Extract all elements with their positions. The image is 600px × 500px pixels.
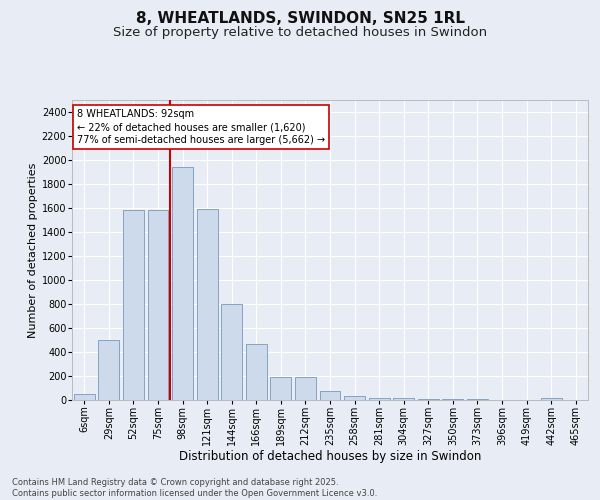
Bar <box>221 304 242 400</box>
Bar <box>98 340 119 400</box>
Bar <box>320 391 340 400</box>
Text: 8, WHEATLANDS, SWINDON, SN25 1RL: 8, WHEATLANDS, SWINDON, SN25 1RL <box>136 11 464 26</box>
Bar <box>74 394 95 400</box>
Bar <box>442 399 463 400</box>
Text: Size of property relative to detached houses in Swindon: Size of property relative to detached ho… <box>113 26 487 39</box>
Bar <box>418 399 439 400</box>
Bar <box>344 396 365 400</box>
Bar <box>172 167 193 400</box>
Bar <box>123 210 144 400</box>
Bar <box>393 398 414 400</box>
Bar <box>368 398 389 400</box>
Bar <box>148 210 169 400</box>
Bar <box>541 398 562 400</box>
Y-axis label: Number of detached properties: Number of detached properties <box>28 162 38 338</box>
Bar <box>246 344 267 400</box>
Bar <box>295 376 316 400</box>
Text: 8 WHEATLANDS: 92sqm
← 22% of detached houses are smaller (1,620)
77% of semi-det: 8 WHEATLANDS: 92sqm ← 22% of detached ho… <box>77 109 325 146</box>
X-axis label: Distribution of detached houses by size in Swindon: Distribution of detached houses by size … <box>179 450 481 464</box>
Bar <box>197 209 218 400</box>
Bar <box>271 376 292 400</box>
Text: Contains HM Land Registry data © Crown copyright and database right 2025.
Contai: Contains HM Land Registry data © Crown c… <box>12 478 377 498</box>
